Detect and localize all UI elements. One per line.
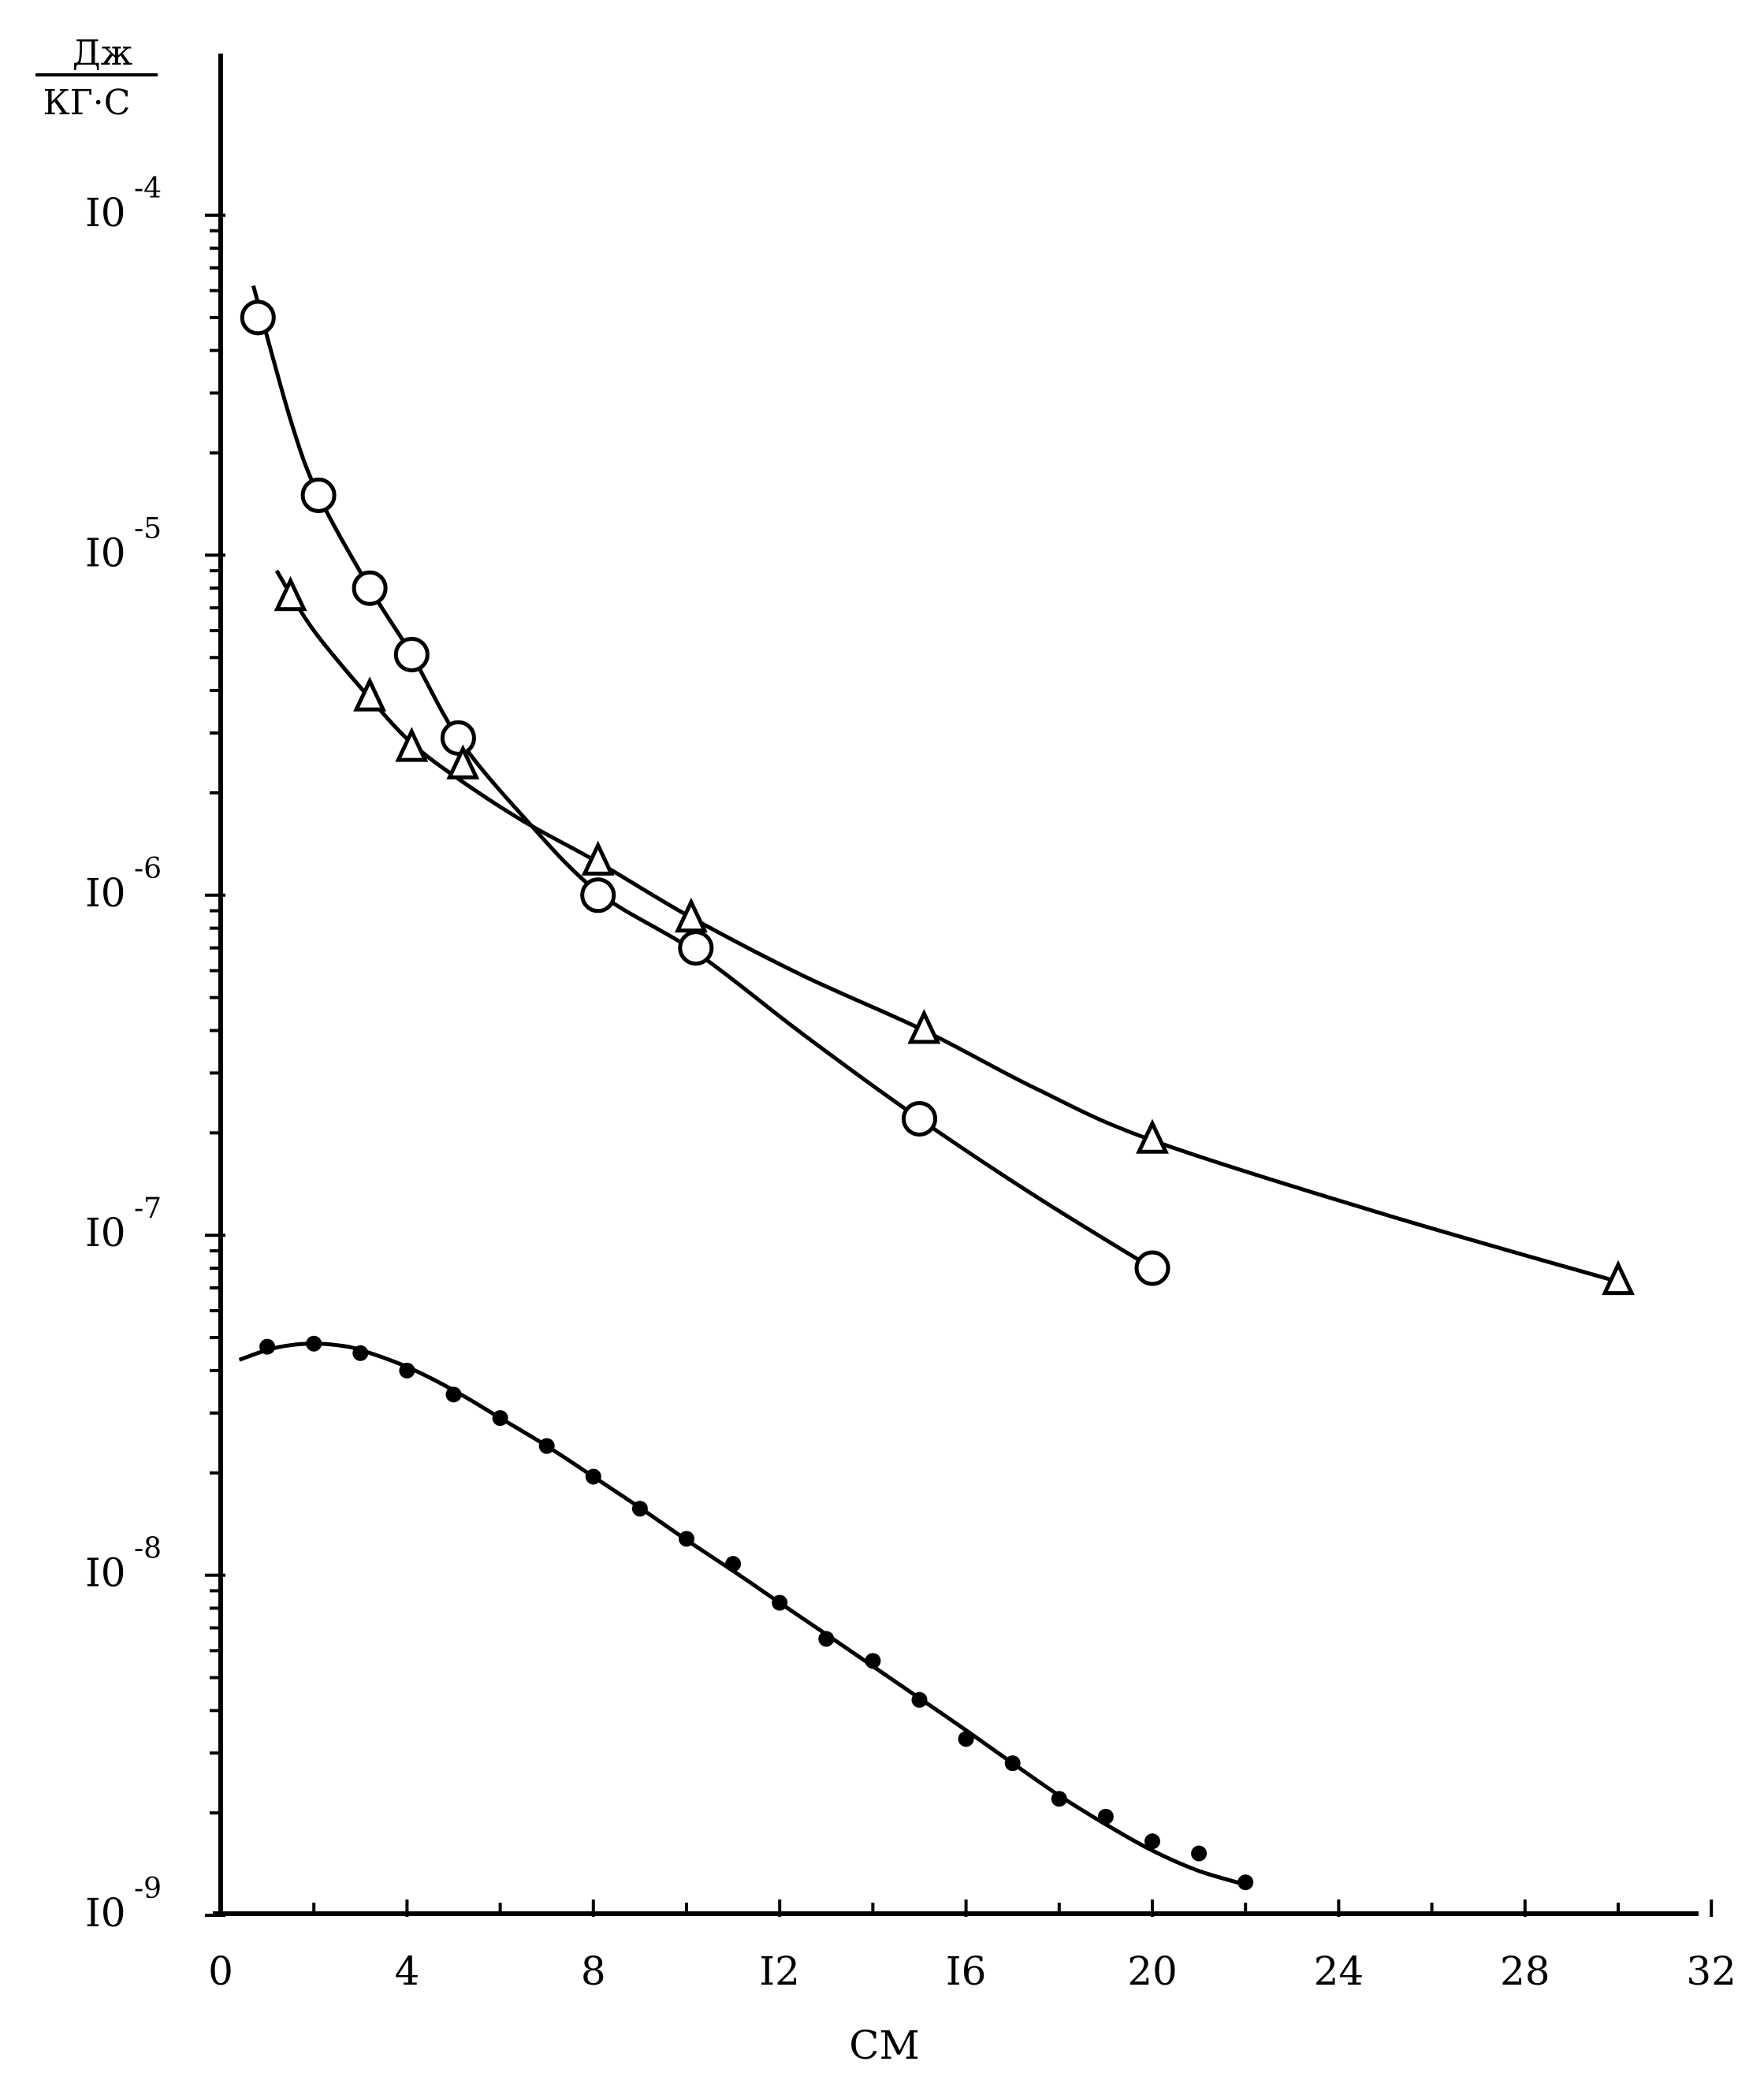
y-tick-label-exponent: -4 [134, 173, 162, 205]
data-point-circle [393, 637, 430, 673]
x-tick-label: 8 [581, 1948, 606, 1994]
y-tick-label-base: I0 [85, 870, 126, 916]
data-point-triangle [907, 1009, 941, 1044]
x-axis-label: СМ [849, 2022, 919, 2068]
fit-curve-triangle [274, 569, 1619, 1284]
fit-curve-circle [251, 285, 1154, 1271]
axis-labels: Дж КГ·С СМ [35, 33, 920, 2068]
y-tick-label-base: I0 [85, 1210, 126, 1256]
data-point-triangle [274, 575, 307, 612]
x-tick-label: 32 [1686, 1948, 1736, 1994]
data-point-dot [585, 1468, 601, 1485]
data-point-triangle [1602, 1260, 1635, 1296]
data-point-dot [631, 1501, 648, 1517]
data-point-dot [679, 1531, 694, 1547]
data-point-triangle [581, 840, 615, 876]
data-point-circle [300, 477, 337, 513]
data-point-triangle [1136, 1118, 1169, 1154]
data-point-dot [865, 1653, 881, 1669]
data-point-dot [1004, 1755, 1021, 1772]
data-point-dot [1237, 1874, 1254, 1891]
data-point-dot [538, 1438, 555, 1454]
data-point-dot [1051, 1791, 1067, 1807]
y-tick-label-exponent: -9 [134, 1873, 162, 1905]
data-point-dot [492, 1410, 508, 1427]
x-tick-label: 0 [208, 1948, 233, 1994]
x-tick-label: 28 [1500, 1948, 1550, 1994]
fit-curves [238, 285, 1619, 1888]
axes [213, 54, 1699, 1916]
x-tick-label: I6 [946, 1948, 987, 1994]
data-point-dot [352, 1345, 369, 1361]
data-point-circle [440, 720, 476, 756]
data-point-triangle [446, 744, 480, 780]
data-point-triangle [395, 727, 429, 762]
data-point-dot [911, 1691, 928, 1708]
data-point-circle [580, 877, 616, 913]
data-point-dot [399, 1362, 415, 1379]
data-point-dot [445, 1386, 462, 1403]
data-point-dot [1144, 1833, 1160, 1850]
data-point-circle [902, 1100, 937, 1137]
data-point-triangle [674, 897, 708, 933]
y-tick-label-base: I0 [85, 530, 126, 575]
data-markers [240, 300, 1635, 1891]
y-tick-label-exponent: -8 [134, 1533, 162, 1565]
data-point-circle [1134, 1250, 1170, 1286]
x-tick-label: 20 [1127, 1948, 1178, 1994]
y-unit-numerator: Дж [73, 33, 132, 73]
data-point-circle [678, 930, 714, 966]
data-point-dot [818, 1631, 835, 1647]
data-point-dot [772, 1594, 788, 1611]
data-point-dot [1097, 1808, 1114, 1825]
y-tick-label-base: I0 [85, 1550, 126, 1596]
y-tick-label-exponent: -6 [134, 853, 162, 885]
data-point-dot [1191, 1845, 1208, 1862]
data-point-dot [259, 1338, 276, 1355]
y-tick-label-base: I0 [85, 190, 126, 236]
data-point-dot [725, 1556, 742, 1572]
x-tick-label: 24 [1314, 1948, 1364, 1994]
data-point-dot [306, 1335, 322, 1352]
data-point-triangle [353, 676, 387, 712]
data-point-circle [240, 300, 276, 336]
fit-curve-dot [238, 1341, 1251, 1888]
y-tick-label-exponent: -5 [134, 512, 162, 545]
x-tick-label: I2 [759, 1948, 800, 1994]
x-tick-label: 4 [394, 1948, 419, 1994]
data-point-circle [352, 570, 388, 606]
y-unit-denominator: КГ·С [43, 83, 131, 123]
y-tick-label-base: I0 [85, 1890, 126, 1936]
y-tick-label-exponent: -7 [134, 1193, 162, 1225]
data-point-dot [958, 1731, 974, 1747]
